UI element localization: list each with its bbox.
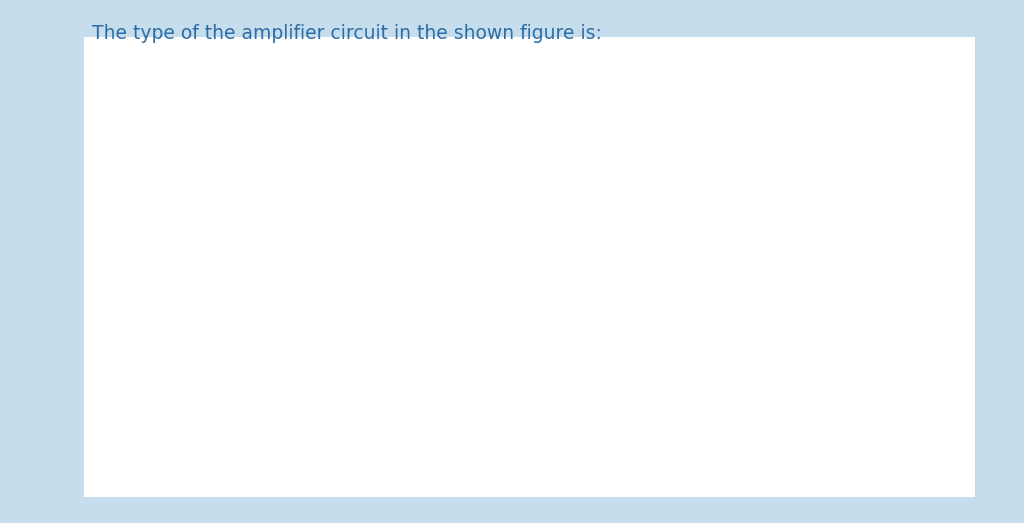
Circle shape — [850, 215, 868, 226]
Text: 1 kΩ: 1 kΩ — [352, 161, 395, 179]
Circle shape — [496, 193, 513, 203]
Text: +: + — [866, 226, 882, 244]
Text: +1.5 V: +1.5 V — [525, 172, 587, 189]
Text: 1 kΩ: 1 kΩ — [417, 265, 459, 283]
Text: 1 kΩ: 1 kΩ — [218, 161, 261, 179]
Circle shape — [496, 238, 513, 248]
Circle shape — [725, 215, 743, 226]
Text: -1.5 V: -1.5 V — [525, 254, 580, 271]
Circle shape — [496, 193, 513, 203]
Text: +: + — [300, 335, 313, 354]
Text: $v_s$: $v_s$ — [236, 339, 253, 358]
Text: $-$: $-$ — [527, 189, 542, 207]
Text: $v_o$: $v_o$ — [872, 247, 891, 266]
Text: The type of the amplifier circuit in the shown figure is:: The type of the amplifier circuit in the… — [92, 24, 602, 42]
Text: $+$: $+$ — [527, 234, 542, 252]
Text: 10 kΩ: 10 kΩ — [593, 67, 646, 85]
Circle shape — [503, 193, 520, 203]
Circle shape — [503, 238, 520, 248]
Text: $-$: $-$ — [300, 354, 313, 372]
Circle shape — [431, 193, 450, 203]
Circle shape — [681, 215, 698, 226]
